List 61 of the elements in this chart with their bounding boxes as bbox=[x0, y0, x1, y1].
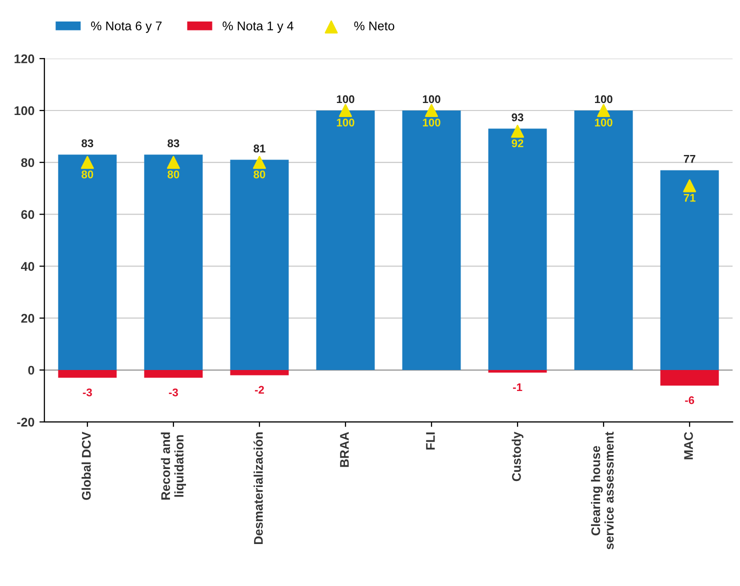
data-label: 100 bbox=[336, 95, 354, 104]
bar bbox=[144, 154, 203, 370]
bar bbox=[58, 370, 117, 378]
y-tick-label: 80 bbox=[21, 158, 34, 168]
data-label: 77 bbox=[684, 155, 696, 163]
y-tick-label: 100 bbox=[14, 106, 34, 116]
bar bbox=[402, 110, 461, 370]
point bbox=[166, 156, 180, 169]
x-tick-label: Clearing house service assessment bbox=[590, 432, 614, 550]
y-tick-label: 40 bbox=[20, 262, 34, 271]
data-label: 81 bbox=[254, 144, 266, 152]
data-label: 100 bbox=[422, 118, 440, 126]
bar bbox=[574, 110, 633, 370]
data-label: 100 bbox=[594, 118, 612, 126]
data-label: 100 bbox=[594, 95, 612, 104]
data-label: 71 bbox=[684, 194, 696, 202]
data-label: 92 bbox=[512, 139, 524, 148]
data-label: -3 bbox=[168, 388, 178, 396]
bar bbox=[58, 154, 117, 370]
bar bbox=[144, 370, 203, 378]
data-label: 100 bbox=[336, 118, 354, 126]
x-tick-label: Custody bbox=[512, 432, 524, 482]
data-label: 83 bbox=[82, 139, 94, 148]
bar bbox=[316, 110, 375, 370]
data-label: 80 bbox=[168, 170, 180, 178]
y-tick-label: 120 bbox=[14, 54, 34, 64]
data-label: -6 bbox=[685, 396, 694, 404]
point bbox=[252, 156, 266, 169]
x-tick-label: MAC bbox=[684, 432, 693, 460]
y-tick-label: 20 bbox=[21, 314, 34, 323]
point bbox=[338, 104, 352, 118]
data-label: -3 bbox=[82, 388, 92, 396]
x-tick-label: FLI bbox=[426, 432, 435, 450]
legend-label: % Nota 1 y 4 bbox=[222, 22, 294, 33]
x-tick-label: Global DCV bbox=[82, 432, 91, 500]
data-label: 100 bbox=[422, 95, 440, 104]
x-tick-label: Record and liquidation bbox=[160, 432, 186, 500]
point bbox=[511, 124, 524, 138]
bar bbox=[488, 370, 547, 373]
point bbox=[80, 156, 94, 169]
x-tick-label: BRAA bbox=[340, 432, 349, 467]
data-label: 80 bbox=[82, 170, 94, 178]
bar bbox=[660, 170, 719, 370]
data-label: -2 bbox=[254, 386, 264, 394]
y-tick-label: 60 bbox=[21, 210, 34, 219]
data-label: -1 bbox=[513, 383, 522, 392]
data-label: 83 bbox=[168, 139, 180, 148]
bar bbox=[660, 370, 719, 386]
data-label: 80 bbox=[254, 170, 266, 178]
bar bbox=[230, 370, 289, 376]
bar bbox=[488, 128, 547, 370]
legend-label: % Nota 6 y 7 bbox=[91, 21, 162, 33]
legend-label: % Neto bbox=[354, 22, 394, 30]
y-tick-label: 0 bbox=[28, 366, 34, 375]
point bbox=[425, 104, 438, 118]
bar bbox=[230, 160, 289, 370]
point bbox=[597, 104, 610, 118]
data-label: 93 bbox=[512, 113, 524, 122]
point bbox=[683, 179, 696, 192]
x-tick-label: Desmaterialización bbox=[254, 432, 263, 544]
y-tick-label: -20 bbox=[17, 418, 34, 427]
